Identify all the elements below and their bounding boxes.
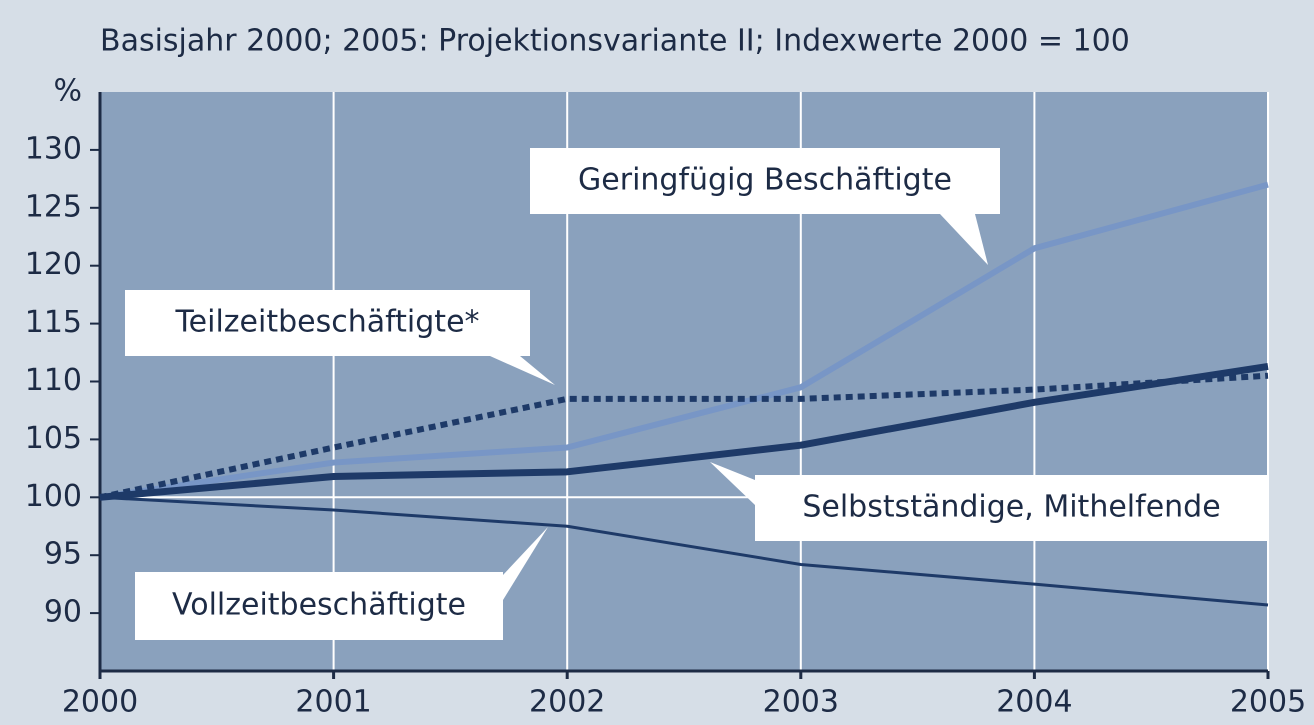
series-line: [99, 362, 1269, 501]
y-axis-label: %: [53, 74, 82, 109]
callout: Vollzeitbeschäftigte: [135, 527, 548, 640]
callout-pointer: [490, 356, 555, 385]
x-tick-label: 2005: [1230, 685, 1306, 720]
callout-pointer: [503, 527, 548, 600]
y-tick-label: 110: [25, 363, 82, 398]
callout-box: [530, 148, 1000, 214]
y-tick-label: 90: [44, 595, 82, 630]
callout-pointer: [710, 462, 755, 505]
callout: Teilzeitbeschäftigte*: [125, 290, 555, 385]
y-tick-label: 130: [25, 131, 82, 166]
x-tick-label: 2004: [996, 685, 1072, 720]
y-tick-label: 120: [25, 247, 82, 282]
legend-label: Vollzeitbeschäftigte: [172, 588, 466, 623]
y-tick-label: 95: [44, 537, 82, 572]
legend-label: Selbstständige, Mithelfende: [802, 490, 1220, 525]
callout-pointer: [940, 214, 988, 265]
callout-box: [125, 290, 530, 356]
callout: Selbstständige, Mithelfende: [710, 462, 1268, 541]
y-tick-label: 100: [25, 479, 82, 514]
series-line: [99, 495, 1269, 607]
legend-label: Geringfügig Beschäftigte: [578, 163, 952, 198]
legend-label: Teilzeitbeschäftigte*: [174, 305, 479, 340]
x-tick-label: 2003: [763, 685, 839, 720]
series-line: [99, 181, 1269, 501]
x-tick-label: 2001: [295, 685, 371, 720]
y-tick-label: 105: [25, 421, 82, 456]
x-tick-label: 2000: [62, 685, 138, 720]
y-tick-label: 115: [25, 305, 82, 340]
series-line: [99, 372, 1269, 501]
callout-box: [755, 475, 1268, 541]
callout-box: [135, 572, 503, 640]
x-tick-label: 2002: [529, 685, 605, 720]
callout: Geringfügig Beschäftigte: [530, 148, 1000, 265]
y-tick-label: 125: [25, 189, 82, 224]
chart-title: Basisjahr 2000; 2005: Projektionsvariant…: [100, 24, 1130, 59]
